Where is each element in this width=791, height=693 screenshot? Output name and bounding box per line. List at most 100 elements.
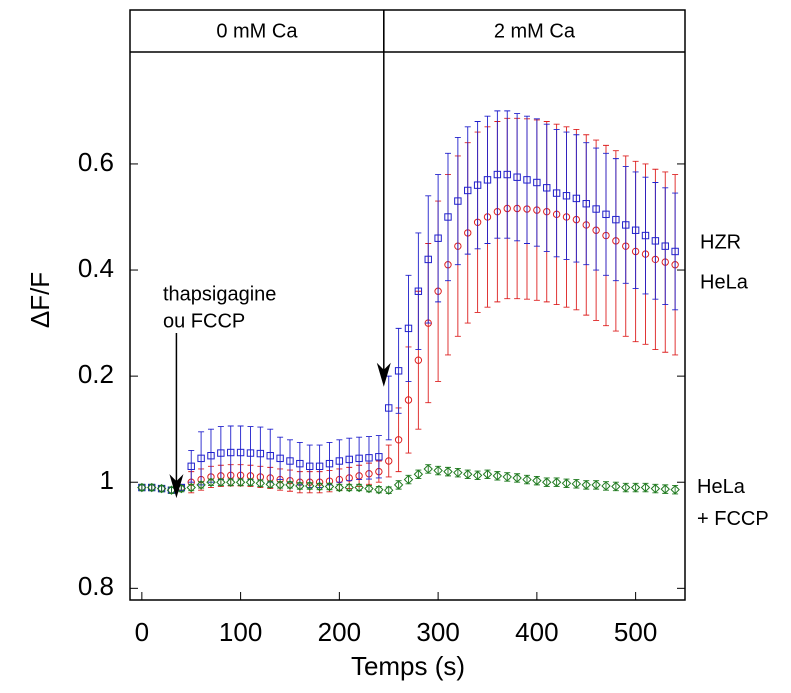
error-bar <box>514 473 521 483</box>
data-point <box>296 459 304 468</box>
phase-label: 2 mM Ca <box>494 20 576 42</box>
error-bar <box>642 482 649 493</box>
data-point <box>364 483 374 494</box>
error-bar <box>247 478 254 486</box>
data-point <box>365 454 373 462</box>
error-bar <box>632 482 639 493</box>
data-point <box>295 481 305 491</box>
data-point <box>354 482 364 493</box>
error-bar <box>425 464 432 474</box>
data-point <box>236 448 245 457</box>
error-bar <box>385 444 392 478</box>
y-tick-label: 0.2 <box>78 359 114 389</box>
x-axis-title: Temps (s) <box>351 651 465 681</box>
data-point <box>226 477 236 487</box>
data-point <box>266 452 274 460</box>
error-bar <box>385 375 392 441</box>
data-point <box>335 457 344 465</box>
data-point <box>315 462 324 471</box>
error-bar <box>188 483 195 492</box>
data-point <box>472 470 483 481</box>
error-bar <box>464 126 471 255</box>
data-point <box>325 459 334 468</box>
error-bar <box>622 482 629 493</box>
data-point <box>640 482 651 493</box>
data-point <box>602 210 610 219</box>
data-point <box>492 471 503 481</box>
arrow-head <box>169 474 184 499</box>
data-point <box>394 367 403 375</box>
error-bar <box>158 484 165 493</box>
data-point <box>572 194 581 203</box>
series-label: HZR <box>700 231 741 253</box>
data-point <box>156 483 167 494</box>
error-bar <box>672 192 679 311</box>
data-point <box>551 477 562 487</box>
data-point <box>670 484 680 495</box>
data-point <box>345 455 353 464</box>
data-point <box>542 477 552 487</box>
data-point <box>404 396 413 404</box>
data-point <box>533 178 541 187</box>
error-bar <box>267 428 274 483</box>
error-bar <box>593 480 600 490</box>
error-bar <box>484 115 491 244</box>
error-bar <box>583 142 590 266</box>
data-point <box>483 176 492 184</box>
error-bar <box>148 483 155 492</box>
data-point <box>543 184 551 192</box>
error-bar <box>296 441 303 486</box>
error-bar <box>257 426 264 481</box>
data-point <box>611 481 621 492</box>
data-point <box>147 482 157 493</box>
data-point <box>444 213 452 221</box>
data-point <box>661 242 669 250</box>
data-point <box>305 481 315 491</box>
error-bar <box>563 131 570 260</box>
error-bar <box>672 484 679 495</box>
arrow-head <box>376 362 391 387</box>
error-bar <box>583 480 590 490</box>
error-bar <box>346 437 353 482</box>
error-bar <box>602 152 609 276</box>
data-point <box>334 482 345 493</box>
data-point <box>423 464 433 474</box>
data-point <box>186 482 196 493</box>
error-bar <box>425 195 432 324</box>
error-bar <box>188 449 195 483</box>
data-point <box>512 473 522 483</box>
error-bar <box>652 483 659 494</box>
data-point <box>314 481 325 492</box>
data-point <box>482 469 493 479</box>
error-bar <box>247 426 254 481</box>
error-bar <box>622 166 629 284</box>
data-point <box>306 462 314 471</box>
data-point <box>473 181 482 189</box>
error-bar <box>306 444 313 488</box>
error-bar <box>553 477 560 487</box>
data-point <box>393 480 404 490</box>
data-point <box>464 186 472 195</box>
data-point <box>324 481 335 492</box>
error-bar <box>365 436 372 480</box>
annotation: thapsigagine <box>163 283 276 305</box>
data-point <box>216 477 226 487</box>
x-tick-label: 500 <box>614 617 657 647</box>
data-point <box>522 474 532 485</box>
data-point <box>285 480 295 490</box>
error-bar <box>435 174 442 303</box>
y-tick-label: 0.8 <box>78 571 114 601</box>
error-bar <box>365 484 372 493</box>
error-bar <box>316 444 323 488</box>
data-point <box>227 448 235 457</box>
data-point <box>434 234 442 242</box>
data-point <box>374 484 384 495</box>
data-point <box>493 170 502 179</box>
y-tick-label: 0.6 <box>78 147 114 177</box>
frame <box>129 9 686 601</box>
x-tick-label: 400 <box>515 617 558 647</box>
data-point <box>286 457 294 465</box>
data-point <box>394 436 403 444</box>
data-point <box>413 469 424 479</box>
